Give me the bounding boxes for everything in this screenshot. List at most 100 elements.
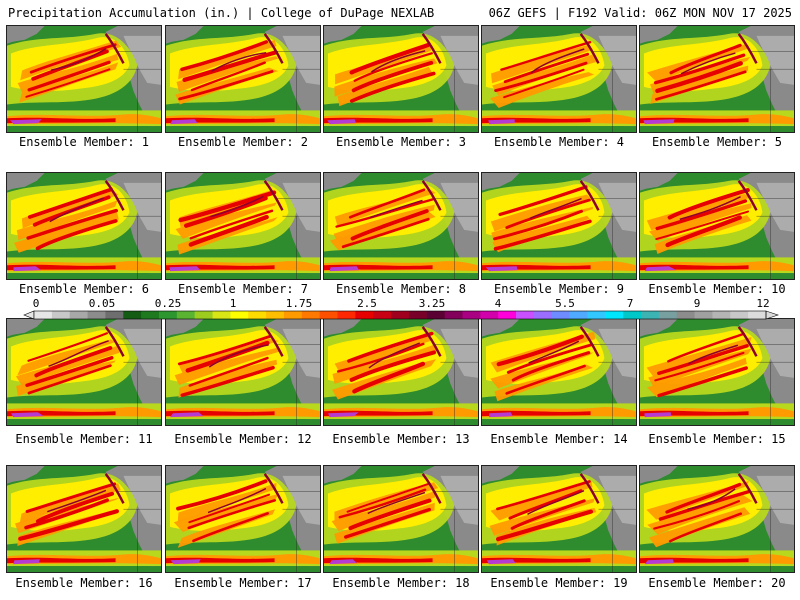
- colorbar-swatch: [480, 311, 499, 319]
- colorbar-swatch: [641, 311, 660, 319]
- colorbar-tick-label: 12: [756, 297, 770, 310]
- ensemble-map-11: [6, 318, 162, 426]
- colorbar-tick-label: 7: [626, 297, 634, 310]
- colorbar-swatch: [730, 311, 749, 319]
- colorbar-swatch: [319, 311, 339, 319]
- ensemble-map-2: [165, 25, 321, 133]
- colorbar-tick-label: 0: [32, 297, 40, 310]
- ensemble-map-18: [323, 465, 479, 573]
- ensemble-map-20: [639, 465, 795, 573]
- ensemble-map-1: [6, 25, 162, 133]
- ensemble-map-12: [165, 318, 321, 426]
- model-run-info: 06Z GEFS | F192 Valid: 06Z MON NOV 17 20…: [488, 6, 792, 20]
- ensemble-member-caption: Ensemble Member: 7: [177, 282, 309, 296]
- colorbar-swatch: [694, 311, 713, 319]
- ensemble-map-3: [323, 25, 479, 133]
- precip-map-image: [324, 466, 478, 572]
- ensemble-map-5: [639, 25, 795, 133]
- map-title: Precipitation Accumulation (in.) | Colle…: [8, 6, 435, 20]
- ensemble-map-7: [165, 172, 321, 280]
- ensemble-member-caption: Ensemble Member: 11: [15, 432, 153, 446]
- colorbar-swatch: [373, 311, 392, 319]
- colorbar-tick-label: 5.5: [555, 297, 575, 310]
- colorbar-tick-label: 1.75: [285, 297, 313, 310]
- colorbar-tick-label: 0.25: [154, 297, 182, 310]
- colorbar-swatch: [498, 311, 517, 319]
- ensemble-member-caption: Ensemble Member: 5: [651, 135, 783, 149]
- colorbar-swatch: [748, 311, 767, 319]
- colorbar-swatch: [34, 311, 53, 319]
- precip-map-image: [7, 319, 161, 425]
- ensemble-map-9: [481, 172, 637, 280]
- colorbar-swatch: [462, 311, 481, 319]
- ensemble-member-caption: Ensemble Member: 6: [18, 282, 150, 296]
- precip-map-image: [482, 466, 636, 572]
- colorbar-swatch: [105, 311, 124, 319]
- precip-map-image: [324, 319, 478, 425]
- colorbar-left-arrow: [23, 310, 35, 320]
- precip-map-image: [166, 319, 320, 425]
- colorbar-swatch: [337, 311, 356, 319]
- precip-map-image: [7, 466, 161, 572]
- colorbar-swatch: [69, 311, 89, 319]
- colorbar-tick-label: 0.05: [88, 297, 116, 310]
- colorbar-swatch: [712, 311, 731, 319]
- ensemble-map-16: [6, 465, 162, 573]
- ensemble-member-caption: Ensemble Member: 1: [18, 135, 150, 149]
- precip-map-image: [640, 466, 794, 572]
- colorbar-swatch: [426, 311, 446, 319]
- ensemble-map-6: [6, 172, 162, 280]
- colorbar-swatch: [676, 311, 696, 319]
- ensemble-member-caption: Ensemble Member: 14: [490, 432, 628, 446]
- colorbar-swatch: [141, 311, 160, 319]
- colorbar-swatch: [623, 311, 642, 319]
- colorbar-swatch: [516, 311, 535, 319]
- colorbar-swatch: [444, 311, 463, 319]
- colorbar-swatch: [587, 311, 606, 319]
- ensemble-map-13: [323, 318, 479, 426]
- precip-map-image: [640, 173, 794, 279]
- colorbar-swatch: [355, 311, 374, 319]
- ensemble-member-caption: Ensemble Member: 19: [490, 576, 628, 590]
- ensemble-map-10: [639, 172, 795, 280]
- ensemble-member-caption: Ensemble Member: 12: [174, 432, 312, 446]
- ensemble-member-caption: Ensemble Member: 15: [648, 432, 786, 446]
- precip-map-image: [640, 26, 794, 132]
- colorbar-right-arrow: [765, 310, 779, 320]
- colorbar-tick-label: 1: [229, 297, 237, 310]
- colorbar-swatch: [230, 311, 249, 319]
- colorbar-swatch: [301, 311, 321, 319]
- colorbar-swatch: [51, 311, 71, 319]
- ensemble-map-19: [481, 465, 637, 573]
- colorbar-swatch: [408, 311, 428, 319]
- colorbar-swatch: [569, 311, 588, 319]
- ensemble-member-caption: Ensemble Member: 8: [335, 282, 467, 296]
- precip-map-image: [7, 26, 161, 132]
- precip-map-image: [482, 319, 636, 425]
- ensemble-member-caption: Ensemble Member: 13: [332, 432, 470, 446]
- colorbar-swatch: [176, 311, 196, 319]
- colorbar-swatch: [87, 311, 106, 319]
- precip-map-image: [324, 173, 478, 279]
- ensemble-member-caption: Ensemble Member: 9: [493, 282, 625, 296]
- colorbar-swatch: [658, 311, 678, 319]
- ensemble-map-8: [323, 172, 479, 280]
- ensemble-member-caption: Ensemble Member: 2: [177, 135, 309, 149]
- ensemble-member-caption: Ensemble Member: 18: [332, 576, 470, 590]
- precip-map-image: [7, 173, 161, 279]
- colorbar-tick-label: 9: [693, 297, 701, 310]
- ensemble-member-caption: Ensemble Member: 16: [15, 576, 153, 590]
- precip-map-image: [166, 466, 320, 572]
- colorbar-swatch: [123, 311, 142, 319]
- colorbar-swatch: [391, 311, 410, 319]
- colorbar-swatch: [248, 311, 267, 319]
- ensemble-map-14: [481, 318, 637, 426]
- colorbar-tick-label: 4: [494, 297, 502, 310]
- colorbar-swatch: [212, 311, 231, 319]
- colorbar-swatch: [266, 311, 285, 319]
- ensemble-member-caption: Ensemble Member: 20: [648, 576, 786, 590]
- ensemble-map-15: [639, 318, 795, 426]
- colorbar-swatch: [158, 311, 178, 319]
- ensemble-member-caption: Ensemble Member: 10: [648, 282, 786, 296]
- precip-map-image: [640, 319, 794, 425]
